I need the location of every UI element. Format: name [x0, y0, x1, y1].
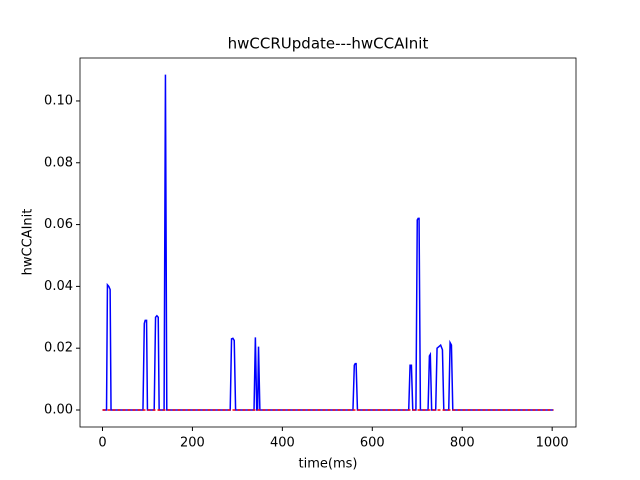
chart-title: hwCCRUpdate---hwCCAInit — [228, 35, 429, 53]
y-tick-label: 0.04 — [44, 279, 73, 294]
y-tick-label: 0.00 — [44, 403, 73, 418]
x-tick-label: 400 — [270, 436, 295, 451]
x-tick-label: 600 — [360, 436, 385, 451]
x-axis-label: time(ms) — [299, 457, 358, 472]
y-tick-label: 0.10 — [44, 93, 73, 108]
y-axis-label: hwCCAInit — [21, 209, 36, 276]
line-series — [102, 74, 554, 411]
x-tick-label: 800 — [450, 436, 475, 451]
plot-frame — [79, 57, 577, 428]
x-tick-label: 1000 — [536, 436, 569, 451]
y-tick-label: 0.08 — [44, 155, 73, 170]
y-tick-label: 0.06 — [44, 217, 73, 232]
y-tick-label: 0.02 — [44, 341, 73, 356]
x-tick-label: 200 — [180, 436, 205, 451]
x-tick-label: 0 — [98, 436, 106, 451]
